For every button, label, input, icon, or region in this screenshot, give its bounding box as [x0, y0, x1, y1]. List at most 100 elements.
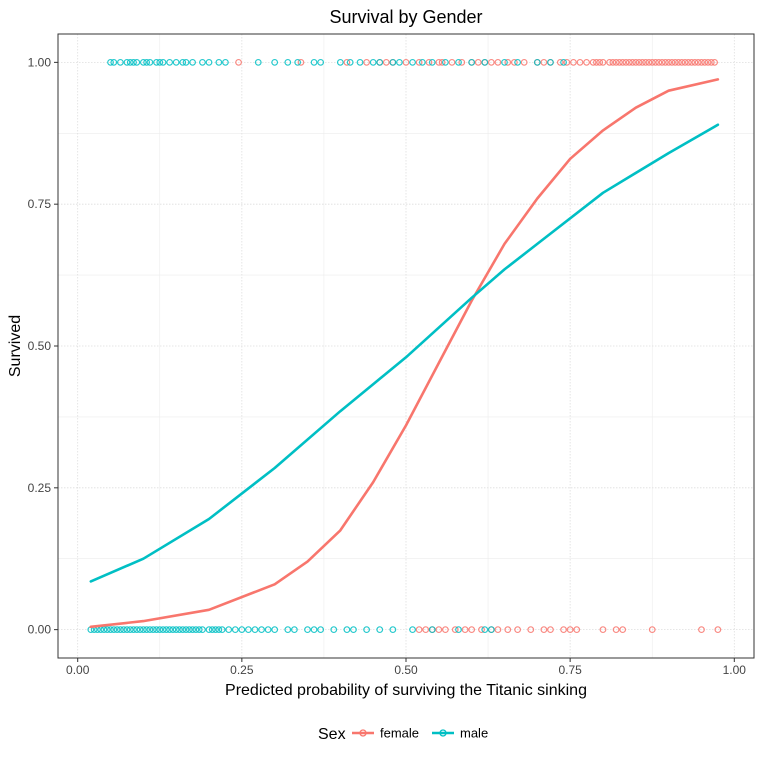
male-point [409, 58, 416, 66]
female-point [632, 58, 640, 66]
female-point [494, 626, 502, 634]
male-point [133, 626, 141, 634]
y-tick-label: 0.50 [28, 339, 52, 353]
male-point [143, 58, 151, 66]
male-point [346, 58, 354, 66]
male-point [409, 626, 416, 634]
male-point [146, 58, 154, 66]
female-point [599, 626, 607, 634]
female-point [596, 58, 604, 66]
male-point [205, 626, 213, 634]
female-point [638, 58, 646, 66]
female-point [629, 58, 636, 66]
male-point [428, 626, 436, 634]
male-point [215, 58, 223, 66]
female-point [382, 58, 390, 66]
male-point [179, 626, 187, 634]
legend: Sex female male [318, 726, 488, 744]
female-point [671, 58, 679, 66]
female-point [556, 58, 564, 66]
x-tick-label: 0.25 [230, 663, 254, 677]
female-point [425, 58, 433, 66]
female-point [494, 58, 502, 66]
male-point [172, 626, 180, 634]
female-point [645, 58, 653, 66]
male-point [455, 58, 462, 66]
female-point [415, 626, 423, 634]
male-point [199, 58, 206, 66]
female-point [606, 58, 613, 66]
female-point [688, 58, 696, 66]
female-point [474, 58, 482, 66]
female-point [435, 58, 443, 66]
legend-key-point [359, 729, 367, 737]
male-point [264, 626, 272, 634]
major-gridlines [58, 34, 754, 658]
legend-title: Sex [318, 726, 346, 743]
female-point [658, 58, 666, 66]
male-point [136, 626, 144, 634]
female-point [422, 626, 430, 634]
female-point [415, 58, 423, 66]
male-point [389, 626, 397, 634]
male-point [110, 626, 118, 634]
female-point [510, 58, 518, 66]
female-fit-line [89, 78, 720, 629]
male-point [116, 58, 124, 66]
male-point [396, 58, 403, 66]
female-point [576, 58, 584, 66]
female-point [560, 626, 567, 634]
male-point [149, 626, 157, 634]
male-point [218, 626, 226, 634]
data-points [87, 58, 722, 634]
female-point [648, 58, 656, 66]
female-point [589, 58, 597, 66]
female-point [448, 58, 456, 66]
male-point [284, 626, 292, 634]
female-point [563, 58, 571, 66]
male-point [130, 58, 137, 66]
female-point [570, 58, 577, 66]
male-point [350, 626, 357, 634]
female-point [704, 58, 712, 66]
male-point [110, 58, 118, 66]
female-point [435, 626, 443, 634]
female-point [566, 626, 574, 634]
male-point [468, 58, 476, 66]
male-point [169, 626, 177, 634]
female-point [540, 626, 548, 634]
male-point [166, 58, 174, 66]
male-point [336, 58, 344, 66]
male-point [113, 626, 121, 634]
male-point [103, 626, 111, 634]
male-point [126, 626, 134, 634]
male-point [205, 58, 213, 66]
male-point [133, 58, 141, 66]
male-point [120, 626, 128, 634]
male-point [533, 58, 541, 66]
male-point [284, 58, 292, 66]
female-point [615, 58, 623, 66]
female-point [363, 58, 371, 66]
female-point [599, 58, 607, 66]
chart-title: Survival by Gender [329, 7, 482, 27]
legend-key-point [439, 729, 447, 737]
male-point [245, 626, 252, 634]
male-point [514, 58, 522, 66]
legend-entry-male: male [432, 726, 488, 741]
y-tick-label: 0.75 [28, 197, 52, 211]
female-point [675, 58, 682, 66]
female-point [707, 58, 715, 66]
male-point [376, 58, 384, 66]
male-point [130, 626, 137, 634]
male-point [389, 58, 397, 66]
female-point [487, 58, 495, 66]
male-point [258, 626, 265, 634]
male-point [189, 58, 197, 66]
legend-label: female [380, 726, 419, 741]
x-tick-label: 1.00 [723, 663, 747, 677]
male-point [126, 58, 134, 66]
male-point [419, 58, 426, 66]
male-point [182, 58, 190, 66]
female-point [478, 626, 485, 634]
